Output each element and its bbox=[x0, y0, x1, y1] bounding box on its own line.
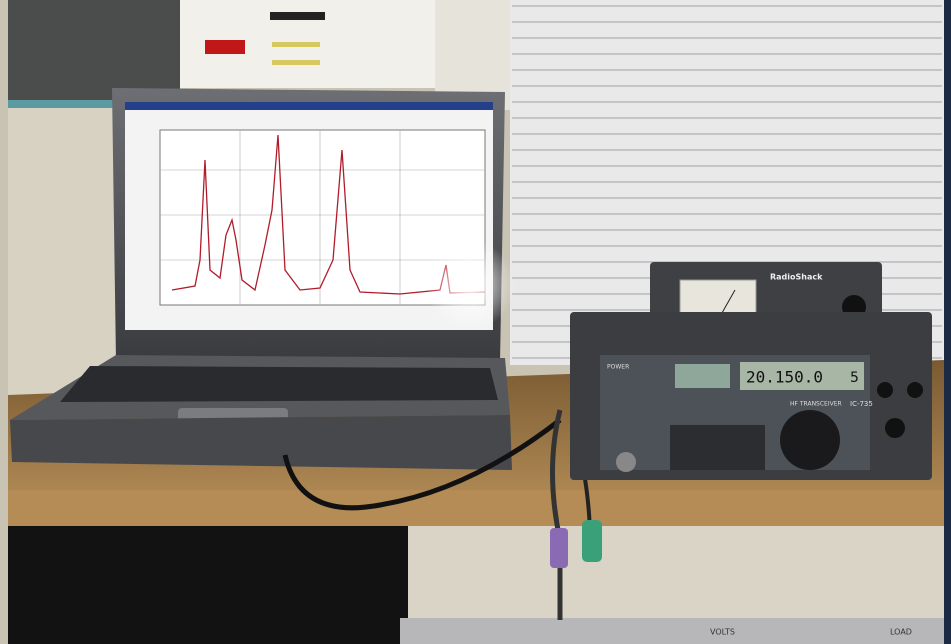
window-titlebar bbox=[125, 102, 493, 110]
laptop-front bbox=[10, 415, 512, 470]
meter-brand: RadioShack bbox=[770, 273, 823, 282]
frequency: 20.150.0 bbox=[746, 368, 823, 387]
ps2-plug bbox=[582, 520, 602, 562]
lcd bbox=[740, 362, 864, 390]
wall-lower bbox=[8, 108, 128, 408]
knob bbox=[885, 418, 905, 438]
poster-graphic bbox=[272, 60, 320, 65]
desk-edge bbox=[8, 490, 944, 526]
glare bbox=[425, 240, 515, 330]
plot-grid bbox=[160, 130, 485, 305]
poster-graphic bbox=[270, 12, 325, 20]
model: IC-735 bbox=[850, 400, 873, 408]
tuning-knob bbox=[780, 410, 840, 470]
power-label: POWER bbox=[607, 364, 629, 371]
shelf-label: LOAD bbox=[890, 628, 912, 637]
s-meter bbox=[675, 364, 730, 388]
frame-edge bbox=[944, 0, 951, 644]
description: HF TRANSCEIVER bbox=[790, 401, 842, 408]
ps2-plug bbox=[550, 528, 568, 568]
knob bbox=[907, 382, 923, 398]
shelf-label: VOLTS bbox=[710, 628, 735, 637]
keyboard bbox=[60, 366, 498, 402]
mic-jack bbox=[616, 452, 636, 472]
shelf-unit bbox=[400, 618, 944, 644]
picture-edge bbox=[8, 100, 180, 110]
knob bbox=[877, 382, 893, 398]
poster-graphic bbox=[205, 40, 245, 54]
poster-graphic bbox=[272, 42, 320, 47]
lower-equipment bbox=[8, 526, 408, 644]
filter-sliders bbox=[670, 425, 765, 470]
mode-digit: 5 bbox=[850, 370, 859, 386]
spectrum-trace bbox=[171, 134, 486, 295]
cable bbox=[282, 418, 562, 511]
